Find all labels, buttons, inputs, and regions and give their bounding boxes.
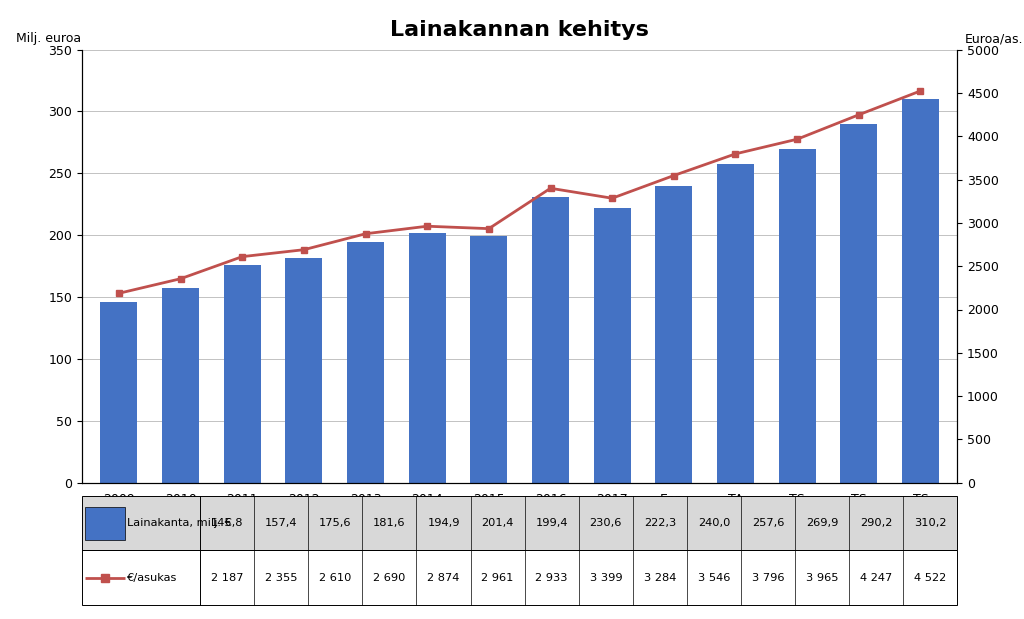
Text: 157,4: 157,4 [265, 519, 298, 529]
Text: 240,0: 240,0 [697, 519, 730, 529]
Title: Lainakannan kehitys: Lainakannan kehitys [390, 20, 649, 40]
Bar [162, 288, 199, 483]
Bar [82, 550, 957, 605]
Text: 199,4: 199,4 [536, 519, 568, 529]
Text: 194,9: 194,9 [427, 519, 460, 529]
Text: Lainakanta, milj. €: Lainakanta, milj. € [127, 519, 232, 529]
Text: 269,9: 269,9 [806, 519, 839, 529]
Text: Euroa/as.: Euroa/as. [965, 32, 1023, 45]
Text: 145,8: 145,8 [211, 519, 244, 529]
Text: 2 874: 2 874 [427, 573, 460, 582]
Bar [717, 164, 754, 483]
Bar [841, 124, 878, 483]
Bar [82, 496, 957, 550]
Text: 4 522: 4 522 [914, 573, 946, 582]
Text: 2 610: 2 610 [319, 573, 351, 582]
Bar [594, 207, 631, 483]
Bar [347, 241, 384, 483]
Text: 2 187: 2 187 [211, 573, 244, 582]
Bar [409, 233, 445, 483]
Text: 230,6: 230,6 [590, 519, 622, 529]
Bar [778, 149, 816, 483]
Text: 222,3: 222,3 [644, 519, 676, 529]
Text: 290,2: 290,2 [860, 519, 893, 529]
Text: 4 247: 4 247 [860, 573, 893, 582]
Text: 2 690: 2 690 [374, 573, 406, 582]
Bar [286, 258, 323, 483]
Text: 257,6: 257,6 [752, 519, 784, 529]
Text: 3 546: 3 546 [697, 573, 730, 582]
Text: 2 961: 2 961 [481, 573, 514, 582]
Text: 2 933: 2 933 [536, 573, 568, 582]
Text: 201,4: 201,4 [481, 519, 514, 529]
Text: 175,6: 175,6 [319, 519, 351, 529]
Bar [100, 302, 137, 483]
Text: 3 284: 3 284 [644, 573, 676, 582]
Bar [223, 266, 261, 483]
Bar [902, 99, 939, 483]
Text: 181,6: 181,6 [373, 519, 406, 529]
Text: 2 355: 2 355 [265, 573, 298, 582]
Text: 3 796: 3 796 [752, 573, 784, 582]
Bar [470, 236, 507, 483]
Text: 310,2: 310,2 [914, 519, 946, 529]
Text: Milj. euroa: Milj. euroa [16, 32, 81, 45]
Text: €/asukas: €/asukas [127, 573, 178, 582]
Text: 3 965: 3 965 [806, 573, 839, 582]
Text: 3 399: 3 399 [590, 573, 623, 582]
Bar [85, 507, 125, 540]
Bar [655, 186, 692, 483]
Bar [532, 197, 569, 483]
